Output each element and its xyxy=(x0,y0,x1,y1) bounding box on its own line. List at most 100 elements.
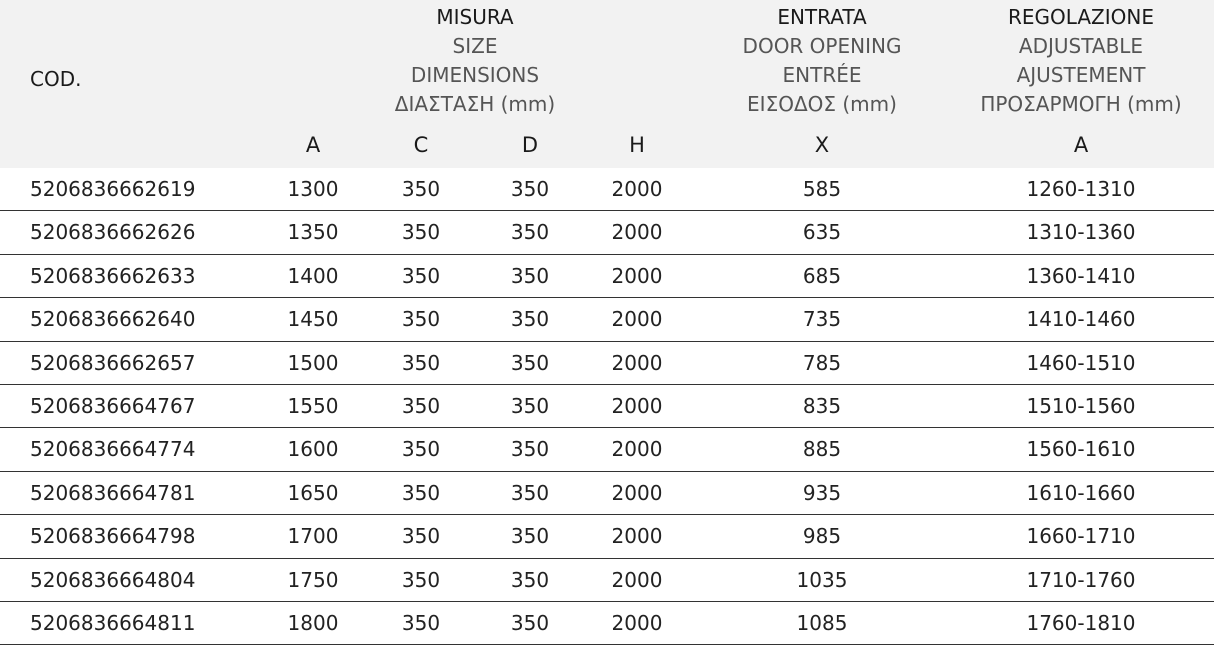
header-misura-line: DIMENSIONS xyxy=(410,63,540,87)
table-cell: 350 xyxy=(401,610,441,635)
table-cell: 350 xyxy=(401,307,441,332)
table-cell: 5206836664804 xyxy=(30,567,196,592)
table-cell: 5206836662633 xyxy=(30,263,196,288)
table-header: COD. MISURA SIZE DIMENSIONS ΔΙΑΣΤΑΣΗ (mm… xyxy=(0,0,1214,168)
table-cell: 1550 xyxy=(287,393,339,418)
table-cell: 350 xyxy=(510,177,550,201)
subheader-d: D xyxy=(521,133,539,157)
table-cell: 1410-1460 xyxy=(1026,307,1136,332)
table-cell: 685 xyxy=(802,263,842,288)
table-cell: 1760-1810 xyxy=(1026,610,1136,635)
table-row: 5206836664781 1650 350 350 2000 935 1610-1660 xyxy=(0,472,1214,516)
table-row: 5206836664804 1750 350 350 2000 1035 1710-1760 xyxy=(0,559,1214,602)
table-cell: 2000 xyxy=(611,480,663,505)
table-cell: 935 xyxy=(802,480,842,505)
table-cell: 350 xyxy=(510,610,550,635)
table-cell: 5206836664798 xyxy=(30,524,196,549)
table-cell: 350 xyxy=(401,263,441,288)
table-row: 5206836662657 1500 350 350 2000 785 1460-1510 xyxy=(0,342,1214,385)
table-cell: 350 xyxy=(401,480,441,505)
table-cell: 785 xyxy=(802,350,842,375)
header-regolazione-line: AJUSTEMENT xyxy=(1016,63,1146,87)
header-misura-title: MISURA xyxy=(436,5,514,29)
header-entrata-line: ENTRÉE xyxy=(782,63,862,87)
table-cell: 1035 xyxy=(796,567,848,592)
table-cell: 350 xyxy=(510,524,550,549)
header-cod: COD. xyxy=(30,67,82,91)
table-cell: 350 xyxy=(510,307,550,332)
header-regolazione: REGOLAZIONE ADJUSTABLE AJUSTEMENT ΠΡΟΣΑΡ… xyxy=(956,3,1206,119)
table-cell: 350 xyxy=(401,177,441,201)
table-cell: 350 xyxy=(401,220,441,245)
header-regolazione-line: ADJUSTABLE xyxy=(1018,34,1144,58)
table-cell: 1600 xyxy=(287,437,339,462)
table-cell: 985 xyxy=(802,524,842,549)
table-cell: 350 xyxy=(510,567,550,592)
subheader-x: X xyxy=(814,133,830,157)
table-cell: 1650 xyxy=(287,480,339,505)
table-cell: 1700 xyxy=(287,524,339,549)
table-row: 5206836662640 1450 350 350 2000 735 1410-1460 xyxy=(0,298,1214,342)
table-cell: 2000 xyxy=(611,350,663,375)
table-cell: 350 xyxy=(401,393,441,418)
header-regolazione-title: REGOLAZIONE xyxy=(1008,5,1154,29)
table-cell: 2000 xyxy=(611,307,663,332)
table-cell: 350 xyxy=(401,350,441,375)
table-cell: 835 xyxy=(802,393,842,418)
header-misura: MISURA SIZE DIMENSIONS ΔΙΑΣΤΑΣΗ (mm) xyxy=(375,3,575,119)
table-cell: 1610-1660 xyxy=(1026,480,1136,505)
table-cell: 1360-1410 xyxy=(1026,263,1136,288)
table-row: 5206836664811 1800 350 350 2000 1085 1760-1810 xyxy=(0,602,1214,645)
table-cell: 2000 xyxy=(611,524,663,549)
header-misura-line: ΔΙΑΣΤΑΣΗ (mm) xyxy=(394,92,556,116)
subheader-a: A xyxy=(305,133,321,157)
table-cell: 1510-1560 xyxy=(1026,393,1136,418)
table-cell: 2000 xyxy=(611,177,663,201)
table-cell: 5206836664774 xyxy=(30,437,196,462)
table-cell: 2000 xyxy=(611,567,663,592)
header-misura-line: SIZE xyxy=(452,34,498,58)
table-cell: 1260-1310 xyxy=(1026,177,1136,201)
table-cell: 1500 xyxy=(287,350,339,375)
table-cell: 885 xyxy=(802,437,842,462)
table-cell: 2000 xyxy=(611,437,663,462)
table-cell: 350 xyxy=(510,220,550,245)
table-cell: 1710-1760 xyxy=(1026,567,1136,592)
table-cell: 5206836664811 xyxy=(30,610,196,635)
table-body: 5206836662619 1300 350 350 2000 585 1260-1310 5… xyxy=(0,168,1214,645)
table-cell: 1800 xyxy=(287,610,339,635)
table-cell: 350 xyxy=(510,393,550,418)
table-cell: 350 xyxy=(510,480,550,505)
header-entrata-line: ΕΙΣΟΔΟΣ (mm) xyxy=(747,92,897,116)
table-cell: 1660-1710 xyxy=(1026,524,1136,549)
table-cell: 5206836662619 xyxy=(30,177,196,201)
table-cell: 1750 xyxy=(287,567,339,592)
table-cell: 350 xyxy=(510,350,550,375)
table-cell: 1450 xyxy=(287,307,339,332)
subheader-adjust-a: A xyxy=(1073,133,1089,157)
table-row: 5206836664798 1700 350 350 2000 985 1660-1710 xyxy=(0,515,1214,559)
table-cell: 350 xyxy=(401,524,441,549)
table-cell: 2000 xyxy=(611,263,663,288)
table-cell: 1310-1360 xyxy=(1026,220,1136,245)
table-row: 5206836662619 1300 350 350 2000 585 1260-1310 xyxy=(0,168,1214,212)
table-cell: 735 xyxy=(802,307,842,332)
table-row: 5206836664774 1600 350 350 2000 885 1560-1610 xyxy=(0,428,1214,472)
table-cell: 1400 xyxy=(287,263,339,288)
subheader-h: H xyxy=(629,133,645,157)
table-cell: 2000 xyxy=(611,610,663,635)
table-cell: 5206836664781 xyxy=(30,480,196,505)
table-cell: 5206836662640 xyxy=(30,307,196,332)
table-cell: 585 xyxy=(802,177,842,201)
table-cell: 1460-1510 xyxy=(1026,350,1136,375)
header-regolazione-line: ΠΡΟΣΑΡΜΟΓΗ (mm) xyxy=(980,92,1182,116)
table-cell: 1560-1610 xyxy=(1026,437,1136,462)
table-row: 5206836662633 1400 350 350 2000 685 1360-1410 xyxy=(0,255,1214,299)
table-cell: 1350 xyxy=(287,220,339,245)
header-entrata-title: ENTRATA xyxy=(777,5,867,29)
subheader-c: C xyxy=(413,133,429,157)
table-cell: 2000 xyxy=(611,393,663,418)
table-cell: 350 xyxy=(510,437,550,462)
table-cell: 1300 xyxy=(287,177,339,201)
table-cell: 350 xyxy=(510,263,550,288)
